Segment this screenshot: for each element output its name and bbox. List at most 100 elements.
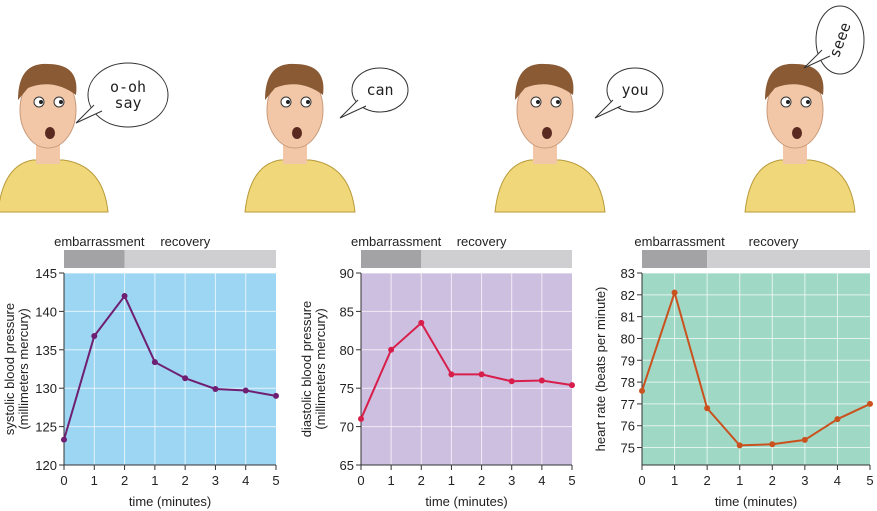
y-tick-label: 120 <box>35 458 57 473</box>
pupil <box>306 100 310 104</box>
data-point <box>418 319 425 326</box>
x-tick-label: 3 <box>508 473 515 488</box>
y-tick-label: 81 <box>621 310 635 325</box>
speech-bubble <box>87 62 169 128</box>
speech-bubble <box>351 67 409 113</box>
pupil <box>39 100 43 104</box>
y-tick-label: 76 <box>621 419 635 434</box>
phase-bar-recovery <box>421 250 572 268</box>
series-line <box>360 321 573 420</box>
phase-bar-recovery <box>124 250 276 268</box>
data-point <box>242 387 249 394</box>
y-tick-label: 75 <box>621 441 635 456</box>
x-tick-label: 5 <box>568 473 575 488</box>
hair <box>515 63 574 100</box>
pupil <box>286 100 290 104</box>
x-tick-label: 0 <box>60 473 67 488</box>
x-tick-label: 2 <box>478 473 485 488</box>
x-tick-label: 2 <box>418 473 425 488</box>
phase-bar-embarrassment <box>361 250 422 268</box>
x-tick-label: 1 <box>151 473 158 488</box>
person-figure-4: seee <box>744 5 865 213</box>
x-tick-label: 5 <box>866 473 873 488</box>
person-figure-2: can <box>244 63 409 213</box>
x-tick-label: 3 <box>212 473 219 488</box>
y-axis-label: (millimeters mercury) <box>16 308 31 429</box>
chart-3: embarrassment recovery 75 76 77 78 79 80 81 82 83 0… <box>593 234 874 509</box>
data-point <box>834 416 841 423</box>
x-tick-label: 4 <box>242 473 249 488</box>
y-tick-label: 85 <box>340 304 354 319</box>
shirt <box>244 159 356 213</box>
y-tick-label: 80 <box>621 331 635 346</box>
mouth <box>292 127 302 139</box>
data-point <box>801 436 808 443</box>
pupil <box>786 100 790 104</box>
x-axis-label: time (minutes) <box>129 494 211 509</box>
pupil <box>556 100 560 104</box>
data-point <box>671 289 678 296</box>
data-point <box>569 382 575 389</box>
data-point <box>91 332 98 339</box>
y-tick-label: 78 <box>621 375 635 390</box>
speech-text: you <box>621 81 648 99</box>
data-point <box>448 371 455 378</box>
x-tick-label: 5 <box>272 473 279 488</box>
series-line <box>63 294 277 440</box>
y-axis-label: systolic blood pressure <box>2 303 17 435</box>
hair <box>765 63 824 100</box>
chart-2: embarrassment recovery 65 70 75 80 85 90 0 1 2 1 2 3 4… <box>299 234 576 509</box>
pupil <box>59 100 63 104</box>
pupil <box>806 100 810 104</box>
speech-text: can <box>366 81 393 99</box>
plot-area <box>642 273 870 465</box>
speech-bubble-tail <box>75 104 103 124</box>
speech-bubble <box>606 67 664 113</box>
x-tick-label: 2 <box>704 473 711 488</box>
x-tick-label: 1 <box>91 473 98 488</box>
series-line <box>641 289 871 447</box>
data-point <box>639 387 645 394</box>
data-point <box>478 371 485 378</box>
x-tick-label: 1 <box>736 473 743 488</box>
data-point <box>388 346 395 353</box>
data-point <box>358 415 364 422</box>
x-axis-label: time (minutes) <box>715 494 797 509</box>
y-tick-label: 140 <box>35 304 57 319</box>
y-axis-label: (millimeters mercury) <box>313 308 328 429</box>
shirt <box>494 159 606 213</box>
hair <box>18 63 77 100</box>
pupil <box>536 100 540 104</box>
y-tick-label: 82 <box>621 288 635 303</box>
person-figure-3: you <box>494 63 664 213</box>
y-tick-label: 145 <box>35 266 57 281</box>
data-point <box>121 293 128 300</box>
y-tick-label: 77 <box>621 397 635 412</box>
x-tick-label: 2 <box>769 473 776 488</box>
x-tick-label: 4 <box>834 473 841 488</box>
speech-bubble-tail <box>803 49 831 69</box>
data-point <box>212 385 219 392</box>
phase-label-embarrassment: embarrassment <box>351 234 442 249</box>
x-tick-label: 1 <box>671 473 678 488</box>
chart-1: embarrassment recovery1201251301351401450… <box>2 234 280 509</box>
speech-text: say <box>114 94 141 112</box>
data-point <box>704 405 711 412</box>
x-tick-label: 1 <box>448 473 455 488</box>
phase-bar-embarrassment <box>64 250 125 268</box>
data-point <box>508 378 515 385</box>
data-point <box>151 359 158 366</box>
y-tick-label: 125 <box>35 420 57 435</box>
x-tick-label: 4 <box>538 473 545 488</box>
shirt <box>0 159 109 213</box>
phase-label-embarrassment: embarrassment <box>54 234 145 249</box>
hair <box>265 63 324 100</box>
y-tick-label: 79 <box>621 353 635 368</box>
mouth <box>542 127 552 139</box>
speech-bubble-tail <box>594 99 622 119</box>
data-point <box>769 441 776 448</box>
y-tick-label: 130 <box>35 381 57 396</box>
